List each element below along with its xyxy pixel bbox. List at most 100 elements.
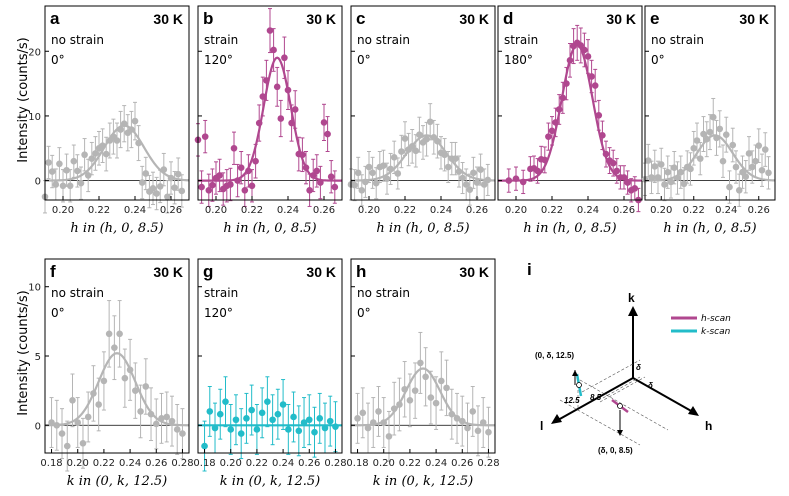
y-tick-label: 10	[28, 283, 41, 294]
panel-d: 0.20 0.22 0.24 0.26 d 30 K strain 180° h in (h, …	[497, 5, 643, 236]
x-axis-label: h in (h, 0, 8.5)	[70, 221, 163, 236]
data-point	[359, 409, 367, 417]
temperature-label: 30 K	[306, 264, 336, 280]
data-point	[469, 408, 477, 415]
panel-label: a	[50, 9, 60, 28]
data-point	[252, 157, 259, 165]
data-point	[765, 169, 772, 177]
data-point	[696, 155, 704, 162]
data-point	[427, 394, 435, 401]
diagram-panel-i: i k h l (0, δ, 12.5) (δ, 0, 8.5) 1	[527, 260, 731, 455]
data-point	[654, 174, 662, 181]
data-point	[92, 150, 99, 157]
data-point	[243, 415, 250, 422]
data-point	[237, 430, 245, 437]
data-point	[156, 183, 164, 190]
data-point	[729, 141, 737, 149]
y-tick-label: 5	[35, 352, 41, 363]
data-point	[613, 167, 621, 175]
fit-curve	[45, 124, 190, 182]
data-point	[700, 130, 707, 138]
data-point	[438, 377, 445, 385]
data-point	[426, 118, 434, 126]
data-point	[77, 179, 85, 187]
data-point	[300, 419, 308, 426]
data-point	[152, 420, 160, 428]
x-tick-label: 0.28	[324, 458, 346, 469]
data-point	[545, 133, 552, 140]
data-point	[444, 163, 452, 171]
data-point	[142, 383, 150, 390]
panel-e: 0.20 0.22 0.24 0.26 e 30 K no strain 0° h in (h,…	[641, 5, 776, 236]
data-point	[365, 163, 373, 171]
data-point	[269, 416, 276, 424]
data-point	[742, 173, 750, 181]
data-point	[63, 166, 70, 174]
data-point	[394, 170, 402, 177]
data-point	[316, 415, 324, 422]
x-tick-label: 0.20	[67, 458, 89, 469]
data-point	[70, 157, 78, 165]
data-point	[745, 150, 753, 157]
data-point	[285, 426, 292, 433]
panel-label: c	[356, 9, 365, 28]
fit-curve	[644, 134, 776, 182]
data-point	[84, 413, 92, 421]
dashed-guides	[559, 359, 669, 446]
data-point	[644, 157, 652, 164]
x-tick-label: 0.20	[505, 205, 527, 216]
k-point-label: (0, δ, 12.5)	[535, 351, 574, 360]
data-point	[466, 186, 474, 193]
x-tick-label: 0.22	[246, 458, 268, 469]
data-point	[657, 161, 665, 168]
temperature-label: 30 K	[153, 264, 183, 280]
x-tick-label: 0.24	[715, 205, 737, 216]
label-12-5: 12.5	[564, 396, 580, 405]
strain-label: strain	[204, 286, 238, 300]
data-point	[241, 187, 249, 194]
x-tick-label: 0.26	[313, 205, 335, 216]
data-point	[84, 172, 92, 179]
data-point	[253, 426, 261, 433]
data-point	[264, 398, 271, 406]
data-point	[432, 399, 440, 407]
data-point	[277, 115, 285, 122]
data-point	[100, 377, 108, 385]
data-point	[380, 162, 387, 170]
data-point	[584, 53, 592, 60]
data-point	[198, 183, 205, 191]
temperature-label: 30 K	[459, 11, 489, 27]
data-point	[383, 175, 391, 182]
data-point	[74, 167, 81, 175]
x-tick-label: 0.22	[93, 458, 115, 469]
strain-label: no strain	[357, 33, 410, 47]
k-axis-label: k	[628, 291, 635, 305]
panel-label: f	[50, 262, 56, 281]
data-point	[324, 130, 331, 138]
data-point	[631, 185, 639, 192]
data-point	[716, 125, 724, 133]
data-point	[358, 187, 366, 194]
x-tick-label: 0.20	[650, 205, 672, 216]
data-point	[201, 442, 208, 450]
data-point	[331, 183, 339, 191]
h-scan-point	[617, 403, 623, 409]
data-point	[412, 147, 420, 155]
plot-frame	[44, 5, 190, 201]
data-point	[171, 184, 178, 192]
x-tick-label: 0.22	[394, 205, 416, 216]
data-point	[664, 168, 672, 176]
data-point	[369, 169, 376, 177]
panel-label-i: i	[527, 260, 532, 279]
data-point	[63, 442, 71, 450]
panel-label: e	[650, 9, 659, 28]
data-point	[178, 187, 186, 195]
data-point	[138, 179, 146, 186]
y-tick-label: 0	[35, 421, 41, 432]
data-point	[320, 119, 328, 126]
h-axis-arrowhead	[688, 406, 699, 416]
data-point	[401, 135, 409, 142]
plot-frame	[197, 5, 343, 201]
data-point	[295, 427, 303, 435]
data-point	[687, 165, 694, 173]
